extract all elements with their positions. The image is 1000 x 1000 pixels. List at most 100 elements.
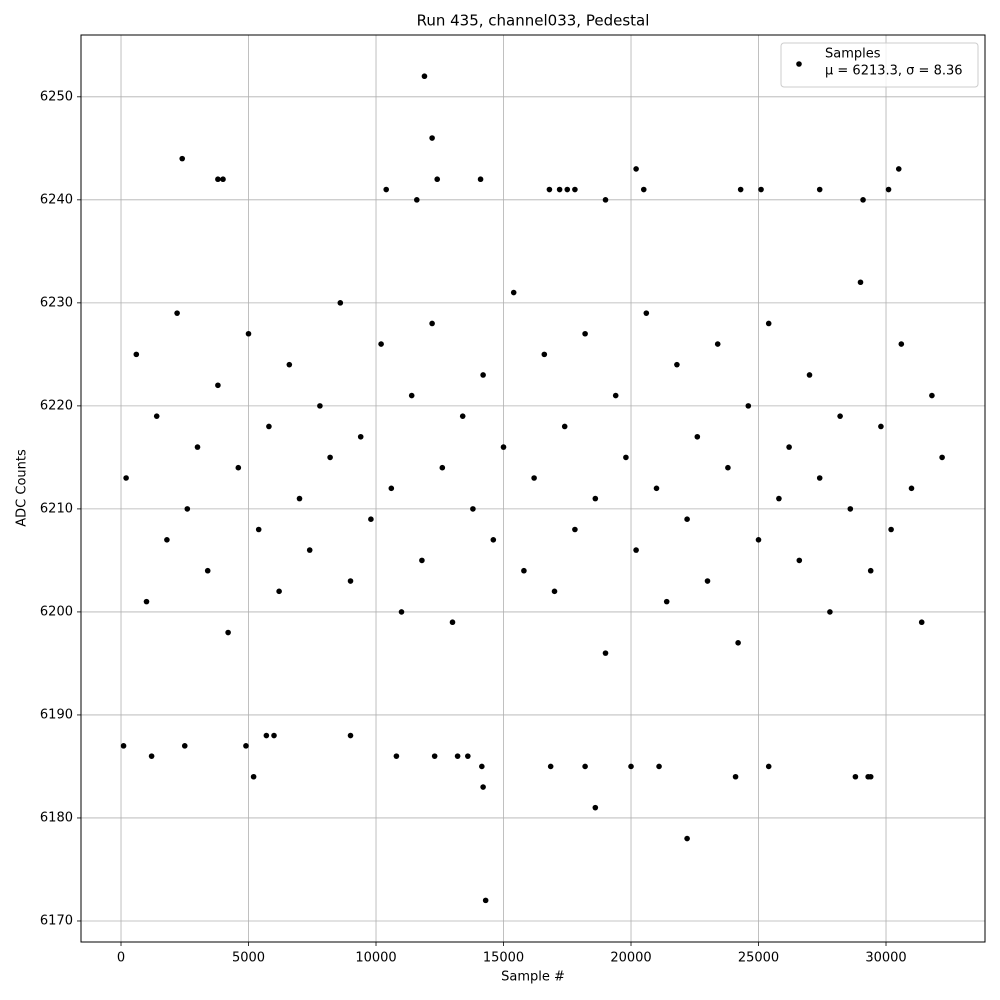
data-point (393, 753, 400, 759)
data-point (243, 743, 249, 749)
data-point (431, 753, 438, 759)
data-point (480, 784, 486, 790)
data-point (765, 763, 772, 770)
data-point (860, 197, 866, 203)
data-point (602, 650, 609, 656)
legend-marker (796, 61, 802, 67)
data-point (266, 423, 272, 430)
y-tick-label: 6220 (40, 398, 73, 413)
x-tick-label: 25000 (738, 951, 779, 966)
data-point (546, 186, 553, 193)
x-tick-label: 0 (117, 951, 125, 966)
y-tick-label: 6180 (40, 810, 73, 825)
data-point (541, 351, 548, 358)
data-point (684, 835, 690, 842)
y-tick-label: 6250 (40, 89, 73, 104)
grid (81, 35, 985, 942)
data-point (179, 155, 186, 162)
data-point (694, 433, 701, 440)
data-point (414, 197, 420, 203)
data-point (592, 495, 599, 502)
data-point (758, 186, 764, 193)
plot-frame (80, 34, 986, 943)
data-point (449, 619, 456, 626)
data-point (510, 289, 517, 296)
data-point (204, 567, 211, 574)
data-point (465, 753, 471, 759)
x-tick-label: 10000 (355, 951, 396, 966)
data-point (368, 516, 374, 523)
data-point (867, 773, 874, 780)
data-point (337, 300, 344, 306)
data-point (572, 186, 578, 193)
data-point (806, 372, 813, 378)
data-point (547, 763, 554, 770)
data-point (857, 279, 864, 286)
data-point (640, 186, 647, 193)
data-point (271, 732, 277, 739)
data-point (725, 464, 731, 471)
data-point (867, 567, 874, 574)
data-point (885, 186, 892, 193)
data-point (653, 485, 660, 492)
data-point (633, 166, 639, 172)
data-point (120, 743, 127, 749)
data-point (765, 320, 772, 327)
data-point (235, 464, 242, 471)
data-point (421, 73, 428, 80)
x-tick-label: 20000 (610, 951, 651, 966)
data-point (796, 557, 803, 564)
data-point (357, 433, 364, 440)
data-point (816, 475, 823, 481)
data-point (908, 485, 915, 492)
data-point (184, 506, 191, 512)
y-axis-label: ADC Counts (15, 449, 30, 527)
data-point (347, 732, 354, 739)
data-point (521, 567, 527, 574)
data-point (276, 588, 282, 595)
data-point (490, 537, 497, 543)
data-point (480, 372, 486, 378)
data-point (674, 361, 680, 368)
data-point (551, 588, 558, 595)
data-point (378, 341, 384, 347)
data-point (194, 444, 201, 450)
data-point (408, 392, 415, 399)
data-point (459, 413, 466, 419)
data-point (250, 773, 257, 780)
data-point (181, 743, 188, 749)
data-point (133, 351, 140, 358)
legend: Samples μ = 6213.3, σ = 8.36 (780, 42, 979, 88)
data-point (592, 804, 599, 811)
data-point (776, 495, 782, 502)
data-point (347, 578, 354, 584)
data-point (714, 341, 721, 347)
data-point (245, 330, 252, 337)
data-point (582, 763, 588, 770)
data-point (429, 135, 435, 141)
data-point (735, 640, 741, 646)
data-point (317, 403, 323, 409)
y-tick-label: 6230 (40, 295, 73, 310)
data-point (143, 598, 150, 605)
x-tick-label: 30000 (865, 951, 906, 966)
data-point (388, 485, 395, 492)
data-point (255, 526, 262, 533)
data-point (500, 444, 507, 450)
data-point (561, 423, 568, 430)
data-point (847, 506, 854, 512)
data-point (123, 475, 129, 481)
points (120, 73, 945, 904)
data-point (633, 547, 639, 553)
data-point (327, 454, 333, 461)
x-tick-label: 5000 (232, 951, 265, 966)
data-point (419, 557, 425, 564)
x-axis-label: Sample # (501, 970, 565, 985)
data-point (895, 166, 902, 172)
data-point (643, 310, 650, 316)
data-point (918, 619, 925, 626)
data-point (837, 413, 843, 419)
data-point (174, 310, 180, 316)
data-point (888, 526, 894, 533)
